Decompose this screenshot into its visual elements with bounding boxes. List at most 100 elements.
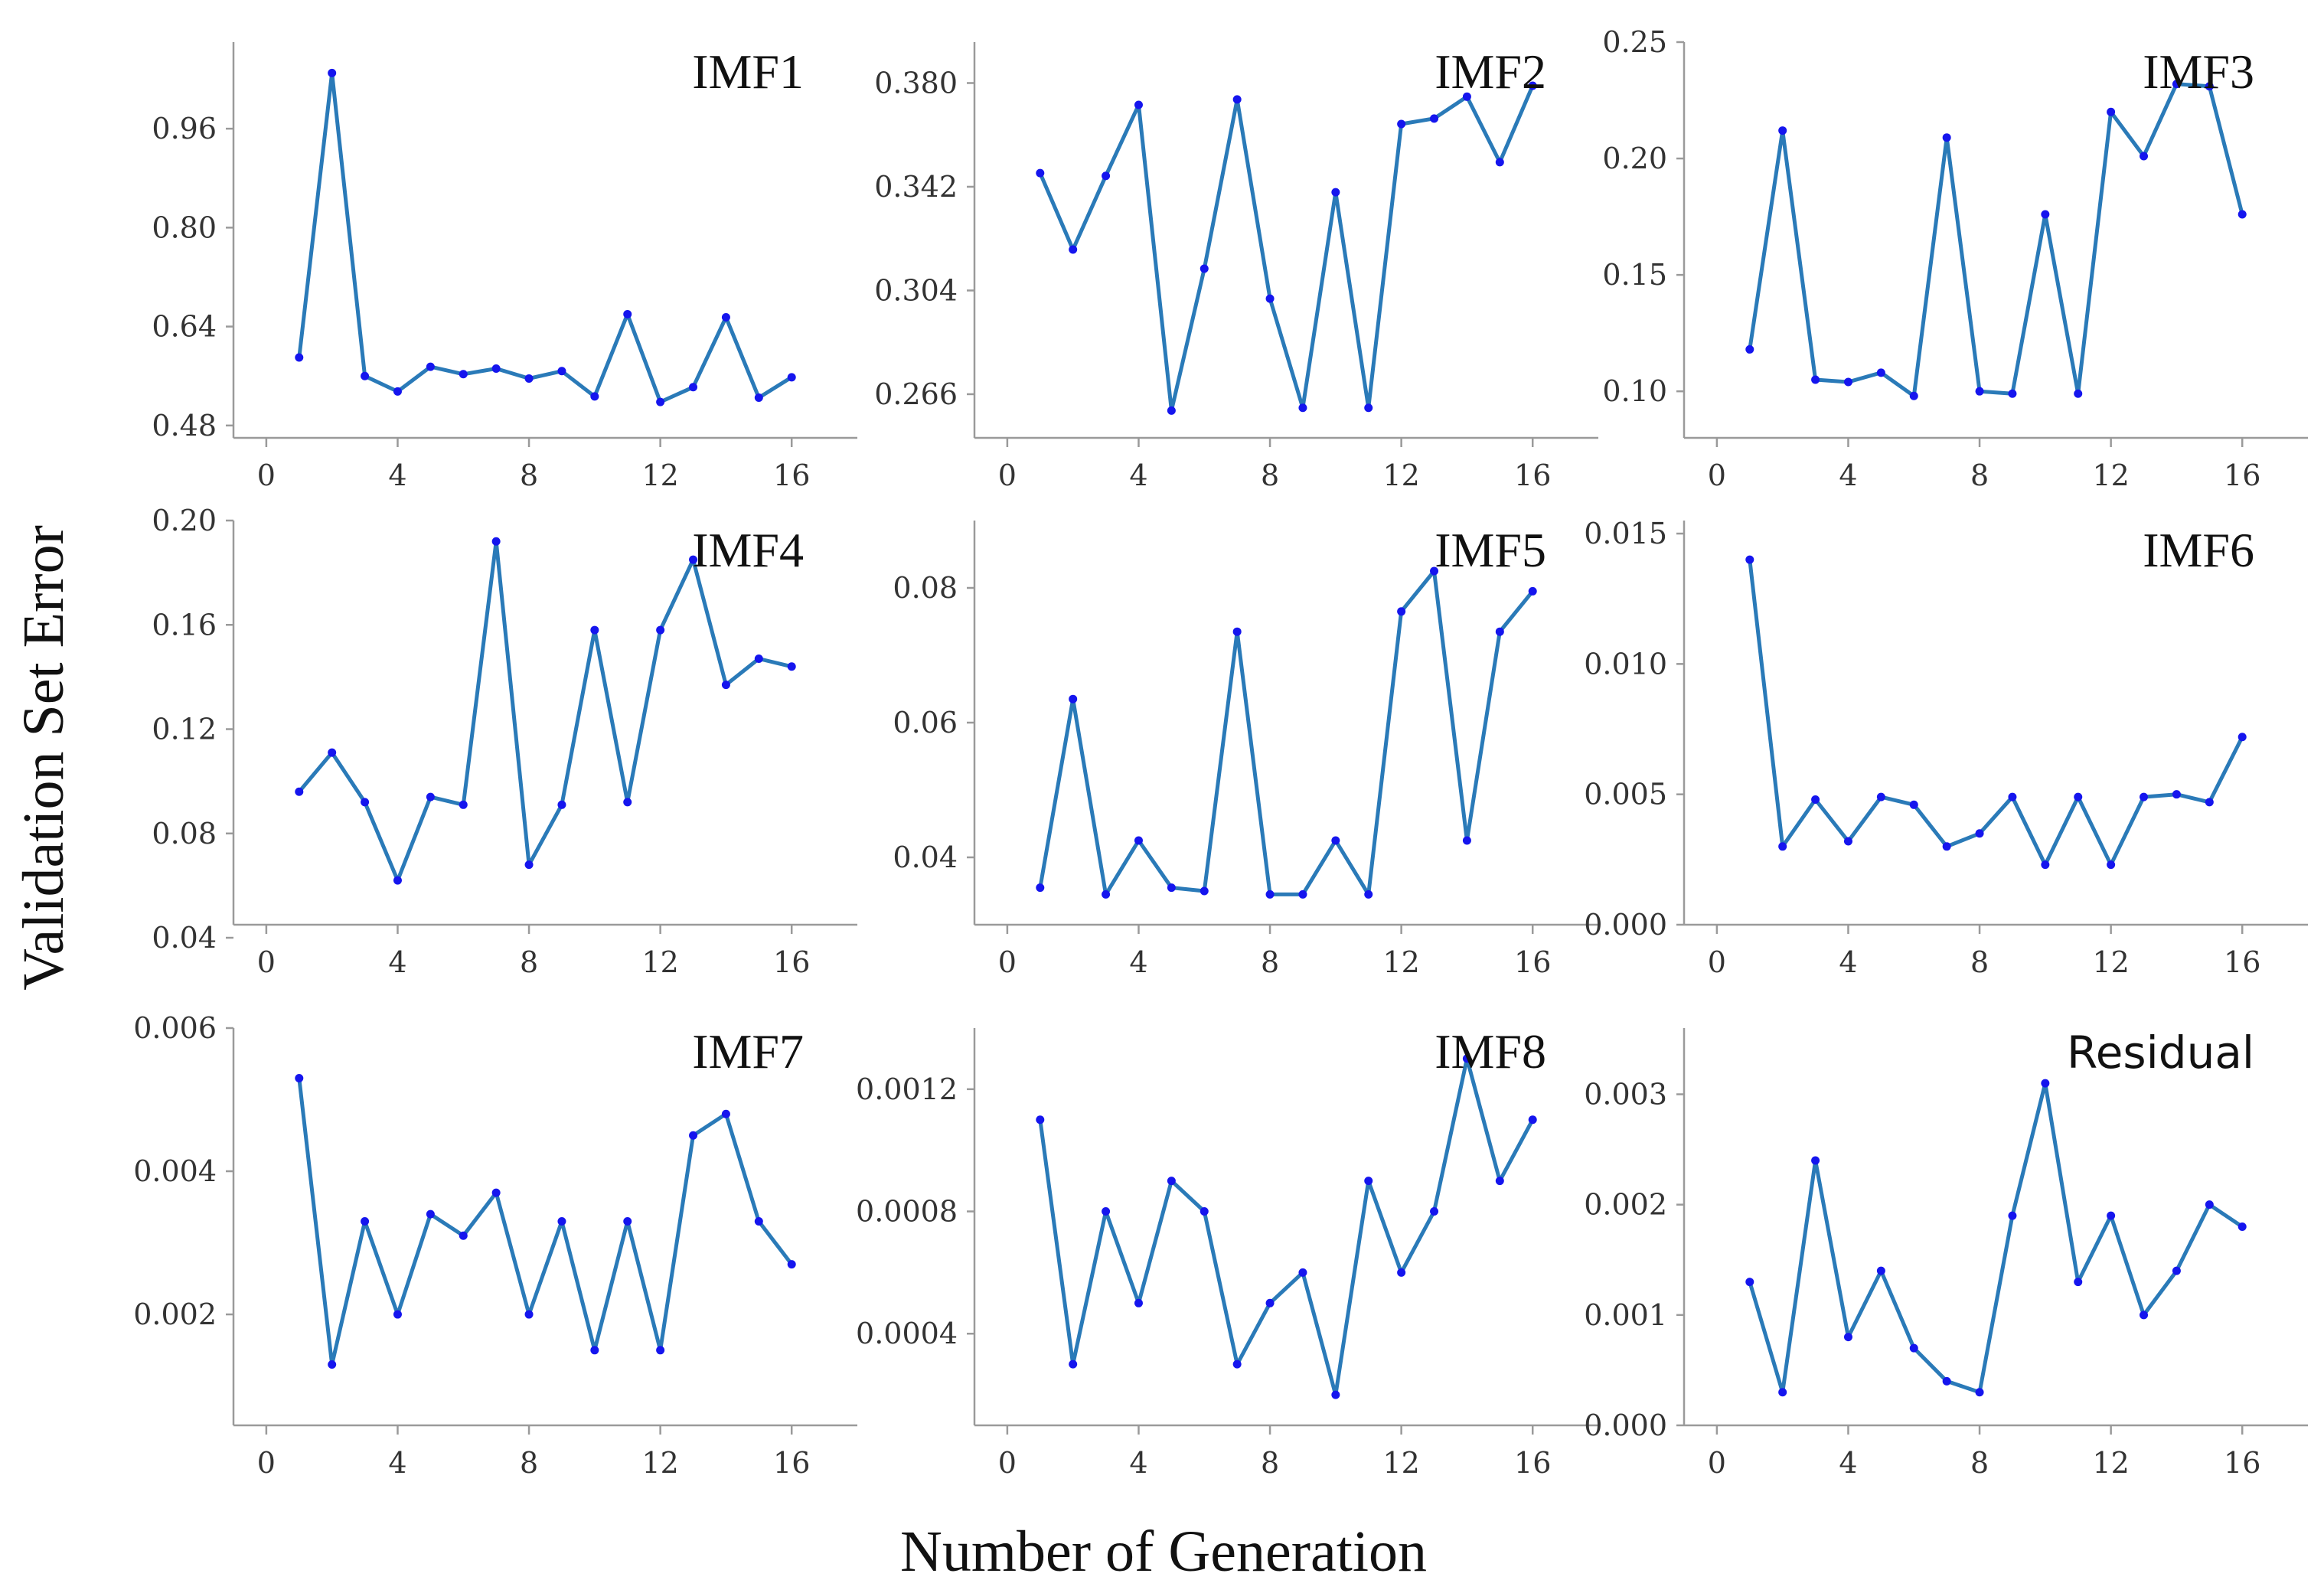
series-line xyxy=(297,70,794,404)
data-point xyxy=(1778,1388,1787,1397)
data-point xyxy=(393,1310,402,1319)
data-point xyxy=(1102,890,1111,899)
x-tick-label: 12 xyxy=(641,459,678,492)
data-point xyxy=(656,625,665,635)
data-point xyxy=(1200,1207,1209,1216)
panel-title: IMF1 xyxy=(692,44,804,99)
data-point xyxy=(557,1216,566,1226)
y-tick-label: 0.004 xyxy=(133,1154,217,1188)
data-point xyxy=(1811,795,1820,804)
subplot-imf1: 0 4 8 12 16 0.48 0.64 0.80 0.96 IMF1 xyxy=(152,42,857,492)
y-tick-label: 0.06 xyxy=(893,706,958,739)
x-tick-label: 0 xyxy=(1708,459,1726,492)
data-point xyxy=(1811,1156,1820,1165)
data-point xyxy=(623,309,632,318)
series-line xyxy=(297,1076,794,1366)
data-point xyxy=(2172,1266,2181,1275)
data-point xyxy=(2107,107,2116,116)
data-point xyxy=(1265,1298,1275,1307)
panel-title: IMF6 xyxy=(2143,523,2254,577)
data-point xyxy=(361,371,370,380)
x-tick-label: 4 xyxy=(1839,1446,1857,1480)
data-point xyxy=(1495,627,1504,636)
y-tick-label: 0.64 xyxy=(152,310,217,344)
data-point xyxy=(1843,377,1852,387)
y-tick-label: 0.010 xyxy=(1584,647,1667,681)
data-point xyxy=(1397,119,1406,129)
data-point xyxy=(491,1188,501,1197)
data-point xyxy=(1975,387,1984,396)
series-line xyxy=(1038,83,1535,413)
y-tick-label: 0.15 xyxy=(1602,258,1667,292)
x-tick-label: 8 xyxy=(520,945,538,979)
data-point xyxy=(2172,790,2181,799)
data-point xyxy=(656,1346,665,1355)
data-point xyxy=(328,1360,337,1369)
data-point xyxy=(1811,375,1820,384)
data-point xyxy=(1102,1207,1111,1216)
data-point xyxy=(623,1216,632,1226)
panel-title: IMF3 xyxy=(2143,44,2254,99)
data-point xyxy=(2238,733,2247,742)
x-tick-label: 8 xyxy=(1970,945,1989,979)
y-tick-label: 0.002 xyxy=(133,1298,217,1331)
data-point xyxy=(2041,860,2050,870)
data-point xyxy=(623,798,632,807)
data-point xyxy=(1167,406,1176,415)
data-point xyxy=(1975,1388,1984,1397)
series-line xyxy=(297,539,794,883)
data-point xyxy=(1462,1054,1471,1063)
data-point xyxy=(1462,836,1471,845)
data-point xyxy=(361,798,370,807)
data-point xyxy=(1036,168,1045,178)
x-tick-label: 8 xyxy=(1261,459,1279,492)
subplot-imf8: 0 4 8 12 16 0.0004 0.0008 0.0012 IMF8 xyxy=(856,1024,1598,1480)
series-line xyxy=(1748,1081,2244,1395)
y-tick-label: 0.000 xyxy=(1584,1409,1667,1442)
x-tick-label: 16 xyxy=(1514,1446,1551,1480)
x-tick-label: 16 xyxy=(1514,945,1551,979)
panel-title: IMF7 xyxy=(692,1024,804,1079)
y-tick-label: 0.0012 xyxy=(856,1072,958,1106)
data-point xyxy=(754,655,763,664)
x-tick-label: 12 xyxy=(641,945,678,979)
data-point xyxy=(721,312,730,322)
x-axis-title: Number of Generation xyxy=(900,1520,1427,1584)
x-tick-label: 16 xyxy=(2224,459,2260,492)
data-point xyxy=(2008,792,2017,801)
x-tick-label: 16 xyxy=(773,459,810,492)
data-point xyxy=(2140,152,2149,161)
data-point xyxy=(1397,607,1406,616)
panel-title: IMF2 xyxy=(1435,44,1546,99)
x-tick-label: 12 xyxy=(1382,1446,1419,1480)
y-tick-label: 0.20 xyxy=(1602,142,1667,175)
data-point xyxy=(524,860,534,870)
data-point xyxy=(491,364,501,374)
x-tick-label: 4 xyxy=(1129,1446,1147,1480)
series-line xyxy=(1038,569,1535,896)
panel-title: IMF8 xyxy=(1435,1024,1546,1079)
subplot-imf5: 0 4 8 12 16 0.04 0.06 0.08 IMF5 xyxy=(893,521,1598,979)
data-point xyxy=(328,68,337,77)
data-point xyxy=(590,1346,599,1355)
data-point xyxy=(426,362,435,371)
x-tick-label: 8 xyxy=(1970,459,1989,492)
x-tick-label: 16 xyxy=(2224,1446,2260,1480)
subplot-imf4: 0 4 8 12 16 0.04 0.08 0.12 0.16 0.20 IMF4 xyxy=(152,504,857,979)
y-tick-label: 0.0008 xyxy=(856,1195,958,1229)
data-point xyxy=(2074,792,2083,801)
y-tick-label: 0.04 xyxy=(152,921,217,955)
data-point xyxy=(1942,133,1951,142)
data-point xyxy=(1942,1376,1951,1386)
x-tick-label: 12 xyxy=(641,1446,678,1480)
x-tick-label: 16 xyxy=(773,945,810,979)
x-tick-label: 16 xyxy=(2224,945,2260,979)
x-tick-label: 8 xyxy=(1970,1446,1989,1480)
x-tick-label: 4 xyxy=(388,459,406,492)
data-point xyxy=(557,367,566,376)
x-tick-label: 4 xyxy=(1129,459,1147,492)
data-point xyxy=(1745,1278,1754,1287)
data-point xyxy=(2205,82,2214,91)
x-tick-label: 8 xyxy=(1261,1446,1279,1480)
